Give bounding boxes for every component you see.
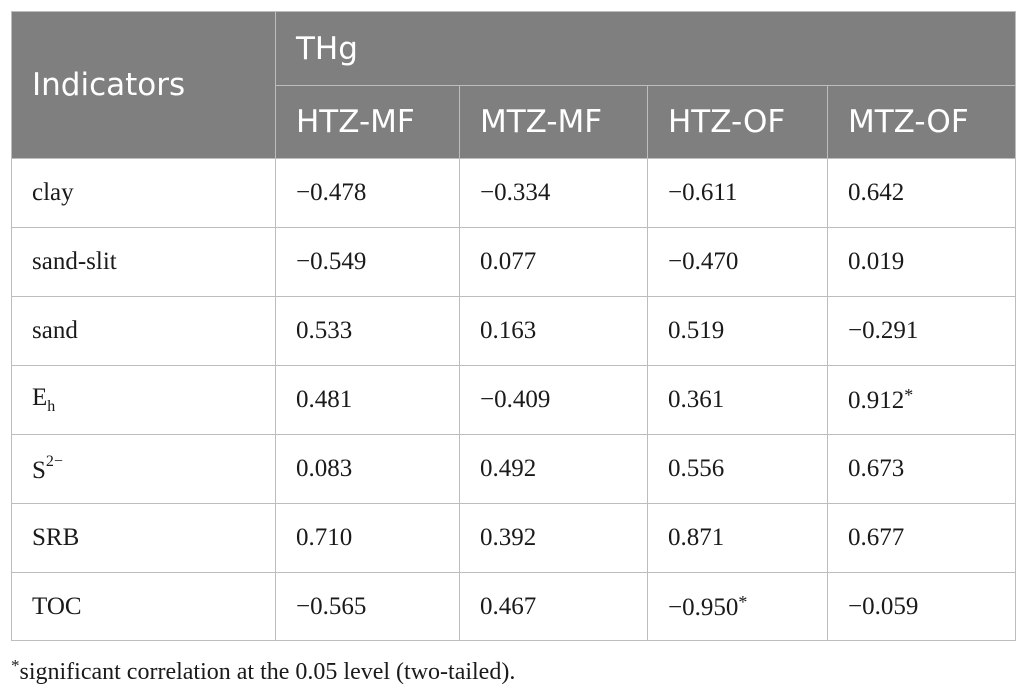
table-row: SRB 0.710 0.392 0.871 0.677 <box>11 503 1016 573</box>
header-htz-of: HTZ-OF <box>647 85 828 159</box>
row-label-text: S <box>32 457 46 484</box>
table-cell: 0.677 <box>827 503 1016 573</box>
header-thg: THg <box>275 11 1016 86</box>
table-cell: −0.565 <box>275 572 460 641</box>
row-label-subscript: h <box>47 398 56 415</box>
row-label: SRB <box>11 503 276 573</box>
table-cell: 0.912* <box>827 365 1016 435</box>
table-footnote: *significant correlation at the 0.05 lev… <box>11 656 515 686</box>
header-mtz-mf: MTZ-MF <box>459 85 648 159</box>
table-row: Eh 0.481 −0.409 0.361 0.912* <box>11 365 1016 435</box>
table-body: clay −0.478 −0.334 −0.611 0.642 sand-sli… <box>11 158 1016 641</box>
significance-mark: * <box>738 591 748 612</box>
table-cell: 0.083 <box>275 434 460 504</box>
table-cell: 0.642 <box>827 158 1016 228</box>
header-mtz-of: MTZ-OF <box>827 85 1016 159</box>
table-row: sand 0.533 0.163 0.519 −0.291 <box>11 296 1016 366</box>
table-cell: −0.470 <box>647 227 828 297</box>
table-cell: 0.361 <box>647 365 828 435</box>
table-cell: −0.059 <box>827 572 1016 641</box>
row-label-text: clay <box>32 179 74 206</box>
row-label: sand <box>11 296 276 366</box>
table-cell: −0.950* <box>647 572 828 641</box>
footnote-text: significant correlation at the 0.05 leve… <box>19 659 516 685</box>
footnote-mark: * <box>11 656 20 675</box>
table-cell: 0.163 <box>459 296 648 366</box>
row-label: Eh <box>11 365 276 435</box>
table-cell: 0.077 <box>459 227 648 297</box>
table-cell: −0.611 <box>647 158 828 228</box>
header-indicators: Indicators <box>11 11 276 159</box>
table-cell: 0.492 <box>459 434 648 504</box>
row-label: S2− <box>11 434 276 504</box>
table-cell: 0.481 <box>275 365 460 435</box>
significance-mark: * <box>904 385 914 405</box>
table-cell: 0.710 <box>275 503 460 573</box>
table-row: S2− 0.083 0.492 0.556 0.673 <box>11 434 1016 504</box>
table-cell: 0.392 <box>459 503 648 573</box>
table-cell: 0.019 <box>827 227 1016 297</box>
cell-value: −0.950 <box>668 593 739 621</box>
table-cell: −0.409 <box>459 365 648 435</box>
table-cell: −0.291 <box>827 296 1016 366</box>
table-cell: 0.556 <box>647 434 828 504</box>
table-cell: −0.334 <box>459 158 648 228</box>
row-label: TOC <box>11 572 276 641</box>
table-cell: −0.478 <box>275 158 460 228</box>
row-label: clay <box>11 158 276 228</box>
row-label-superscript: 2− <box>45 453 63 470</box>
correlation-table: Indicators THg HTZ-MF MTZ-MF HTZ-OF MTZ-… <box>11 11 1016 641</box>
table-row: TOC −0.565 0.467 −0.950* −0.059 <box>11 572 1016 641</box>
row-label-text: SRB <box>32 524 80 551</box>
table-cell: 0.519 <box>647 296 828 366</box>
table-cell: 0.533 <box>275 296 460 366</box>
table-cell: 0.673 <box>827 434 1016 504</box>
row-label-text: E <box>32 384 48 411</box>
header-htz-mf: HTZ-MF <box>275 85 460 159</box>
table-row: clay −0.478 −0.334 −0.611 0.642 <box>11 158 1016 228</box>
table-row: sand-slit −0.549 0.077 −0.470 0.019 <box>11 227 1016 297</box>
table-cell: −0.549 <box>275 227 460 297</box>
table-header: Indicators THg HTZ-MF MTZ-MF HTZ-OF MTZ-… <box>11 11 1016 159</box>
cell-value: 0.912 <box>848 387 905 414</box>
row-label-text: sand <box>32 317 78 344</box>
table-cell: 0.871 <box>647 503 828 573</box>
row-label-text: sand-slit <box>32 248 117 275</box>
row-label-text: TOC <box>32 592 82 620</box>
table-cell: 0.467 <box>459 572 648 641</box>
row-label: sand-slit <box>11 227 276 297</box>
